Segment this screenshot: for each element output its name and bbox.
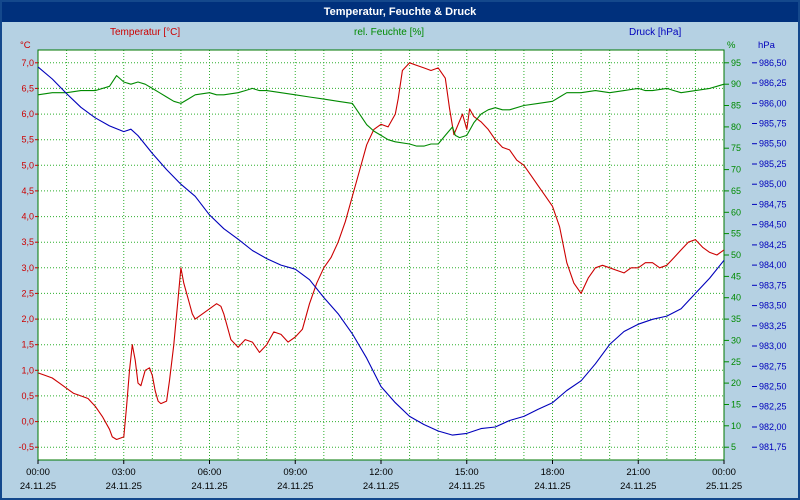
temp-axis-tick-label: 4,5 [21, 186, 34, 196]
pressure-axis-tick-label: 985,00 [759, 179, 787, 189]
temp-axis-tick-label: 2,5 [21, 288, 34, 298]
humidity-axis-tick-label: 40 [731, 293, 741, 303]
pressure-axis-tick-label: 984,50 [759, 220, 787, 230]
humidity-axis-tick-label: 35 [731, 314, 741, 324]
x-axis: 00:00 24.11.25 03:00 24.11.25 06:00 24.11.25 0… [20, 460, 742, 492]
date-label: 24.11.25 [449, 481, 485, 492]
series-line-temperature [37, 62, 725, 441]
temp-axis-tick-label: 2,0 [21, 314, 34, 324]
humidity-axis-tick-label: 95 [731, 58, 741, 68]
pressure-axis-tick-label: 986,00 [759, 98, 787, 108]
pressure-axis-tick: 986,50 986,25 986,00 985,75 985,50 985,25 985,… [752, 58, 787, 452]
date-label: 24.11.25 [534, 481, 570, 492]
humidity-axis-tick-label: 20 [731, 378, 741, 388]
pressure-axis-tick-label: 985,50 [759, 139, 787, 149]
pressure-unit-label: hPa [758, 40, 775, 51]
humidity-axis-tick-label: 30 [731, 335, 741, 345]
temp-axis-tick: 7,0 6,5 6,0 5,5 5,0 4,5 4,0 3,5 3,0 2,5 2,0 1,5 1,0 0… [18, 58, 38, 452]
series-line-humidity [37, 75, 725, 147]
date-label: 24.11.25 [106, 481, 142, 492]
pressure-axis-tick-label: 981,75 [759, 442, 787, 452]
window-title: Temperatur, Feuchte & Druck [323, 6, 477, 18]
pressure-axis-tick-label: 984,25 [759, 240, 787, 250]
pressure-axis-tick-label: 982,00 [759, 422, 787, 432]
humidity-axis-tick-label: 70 [731, 165, 741, 175]
temp-axis-tick-label: 1,0 [21, 365, 34, 375]
temp-axis-tick-label: -0,5 [18, 442, 34, 452]
time-label: 15:00 [455, 467, 479, 478]
humidity-axis-tick-label: 85 [731, 101, 741, 111]
temp-axis-tick-label: 6,5 [21, 83, 34, 93]
temperature-unit-label: °C [20, 40, 31, 51]
pressure-axis-tick-label: 983,75 [759, 280, 787, 290]
humidity-axis-tick-label: 25 [731, 357, 741, 367]
temp-axis-tick-label: 0,5 [21, 391, 34, 401]
humidity-axis-tick-label: 65 [731, 186, 741, 196]
pressure-axis-tick-label: 983,25 [759, 321, 787, 331]
pressure-axis-tick-label: 986,50 [759, 58, 787, 68]
pressure-axis-tick-label: 982,50 [759, 382, 787, 392]
humidity-axis-tick-label: 80 [731, 122, 741, 132]
date-label: 24.11.25 [620, 481, 656, 492]
date-label: 24.11.25 [277, 481, 313, 492]
temp-axis-tick-label: 6,0 [21, 109, 34, 119]
title-bar[interactable]: Temperatur, Feuchte & Druck [2, 2, 798, 22]
pressure-axis-tick-label: 983,00 [759, 341, 787, 351]
humidity-axis-tick-label: 75 [731, 143, 741, 153]
pressure-axis-tick-label: 982,75 [759, 361, 787, 371]
date-label: 25.11.25 [706, 481, 742, 492]
pressure-series-title: Druck [hPa] [629, 27, 682, 38]
date-label: 24.11.25 [363, 481, 399, 492]
time-label: 00:00 [712, 467, 736, 478]
humidity-unit-label: % [727, 40, 736, 51]
pressure-axis-tick-label: 986,25 [759, 78, 787, 88]
humidity-axis-tick-label: 50 [731, 250, 741, 260]
humidity-series-title: rel. Feuchte [%] [354, 27, 425, 38]
humidity-axis-tick-label: 90 [731, 79, 741, 89]
temp-axis-tick-label: 5,5 [21, 135, 34, 145]
pressure-axis-tick-label: 985,25 [759, 159, 787, 169]
pressure-axis-tick-label: 982,25 [759, 402, 787, 412]
humidity-axis-tick-label: 10 [731, 421, 741, 431]
date-label: 24.11.25 [191, 481, 227, 492]
temp-axis-tick-label: 4,0 [21, 212, 34, 222]
pressure-axis-tick-label: 984,00 [759, 260, 787, 270]
humidity-axis-tick-label: 60 [731, 207, 741, 217]
time-label: 06:00 [198, 467, 222, 478]
time-label: 09:00 [283, 467, 307, 478]
temp-axis-tick-label: 0,0 [21, 417, 34, 427]
humidity-axis-tick-label: 55 [731, 229, 741, 239]
pressure-axis-tick-label: 983,50 [759, 301, 787, 311]
vertical-gridlines [66, 50, 696, 460]
temp-axis-tick-label: 3,0 [21, 263, 34, 273]
temp-axis-tick-label: 5,0 [21, 160, 34, 170]
temp-axis-tick-label: 1,5 [21, 340, 34, 350]
humidity-axis-tick-label: 15 [731, 400, 741, 410]
temp-axis-tick-label: 3,5 [21, 237, 34, 247]
horizontal-gridlines [38, 62, 724, 448]
time-label: 12:00 [369, 467, 393, 478]
series-line-pressure [37, 66, 725, 436]
date-label: 24.11.25 [20, 481, 56, 492]
humidity-axis-tick-label: 45 [731, 271, 741, 281]
pressure-axis-tick-label: 984,75 [759, 199, 787, 209]
time-label: 00:00 [26, 467, 50, 478]
humidity-axis-tick: 95 90 85 80 75 70 65 60 55 50 45 40 35 30 25 20 15 10 5 [724, 58, 741, 452]
temperature-series-title: Temperatur [°C] [110, 27, 181, 38]
humidity-axis-tick-label: 5 [731, 442, 736, 452]
temp-axis-tick-label: 7,0 [21, 58, 34, 68]
time-label: 03:00 [112, 467, 136, 478]
time-label: 18:00 [541, 467, 565, 478]
time-label: 21:00 [626, 467, 650, 478]
pressure-axis-tick-label: 985,75 [759, 119, 787, 129]
